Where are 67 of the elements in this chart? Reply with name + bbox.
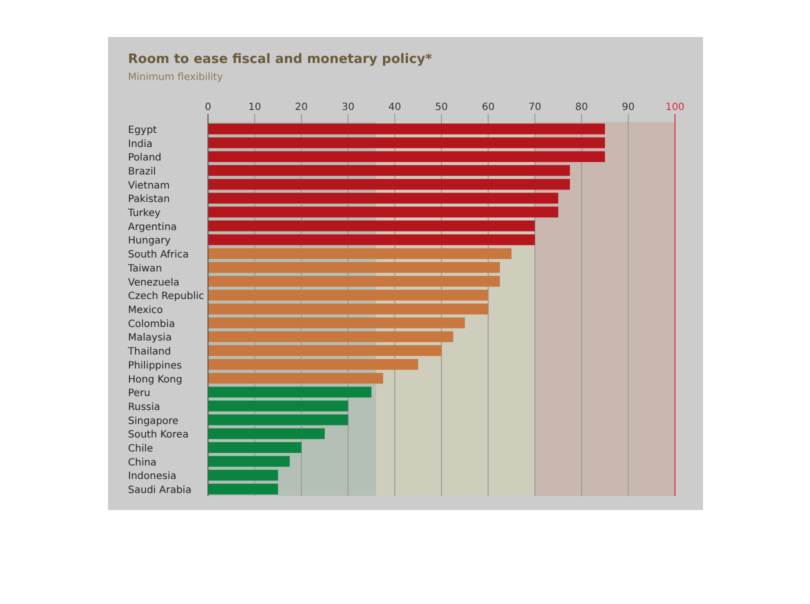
bar xyxy=(208,290,488,301)
y-tick-label: Russia xyxy=(128,402,160,413)
y-tick-label: South Korea xyxy=(128,430,189,441)
y-tick-label: Thailand xyxy=(127,346,171,358)
y-tick-label: Vietnam xyxy=(128,180,170,192)
y-tick-label: Singapore xyxy=(128,416,178,427)
bar xyxy=(208,414,348,426)
y-tick-label: Argentina xyxy=(128,222,177,233)
y-tick-label: India xyxy=(128,138,153,150)
y-tick-label: Philippines xyxy=(128,360,182,372)
bar xyxy=(208,178,570,190)
y-tick-label: Turkey xyxy=(127,208,161,220)
y-tick-label: Mexico xyxy=(128,305,163,316)
bar xyxy=(208,262,500,273)
x-tick-label: 30 xyxy=(342,102,354,113)
bar xyxy=(208,372,384,384)
bar xyxy=(208,400,348,412)
y-tick-label: Colombia xyxy=(128,318,175,330)
x-tick-label: 10 xyxy=(248,102,262,113)
bar xyxy=(208,165,570,176)
x-tick-label: 20 xyxy=(295,102,308,113)
y-tick-label: Hungary xyxy=(128,236,171,247)
x-tick-label: 80 xyxy=(575,102,588,113)
bar xyxy=(208,220,535,232)
y-tick-label: Pakistan xyxy=(128,194,170,206)
bar xyxy=(208,124,605,134)
bar xyxy=(208,345,442,356)
y-tick-label: Egypt xyxy=(128,124,157,136)
bar xyxy=(208,206,558,218)
chart-subtitle: Minimum flexibility xyxy=(128,72,224,83)
x-tick-label: 60 xyxy=(482,102,495,113)
bar xyxy=(208,276,500,287)
bar xyxy=(208,331,454,342)
y-tick-label: South Africa xyxy=(128,250,189,261)
bar xyxy=(208,317,465,328)
bar xyxy=(208,151,605,162)
x-tick-label: 0 xyxy=(204,102,212,113)
bar xyxy=(208,359,418,370)
y-tick-label: Poland xyxy=(128,152,162,164)
y-tick-label: Saudi Arabia xyxy=(128,485,192,496)
x-tick-label: 50 xyxy=(435,102,448,113)
y-tick-label: Venezuela xyxy=(128,277,180,288)
chart-title: Room to ease fiscal and monetary policy* xyxy=(128,52,432,67)
y-tick-label: Malaysia xyxy=(128,332,172,344)
bar xyxy=(208,428,325,440)
y-tick-label: Chile xyxy=(128,444,154,455)
y-tick-label: Czech Republic xyxy=(128,291,204,302)
y-tick-label: Indonesia xyxy=(128,471,176,482)
bar xyxy=(208,248,512,259)
y-tick-label: Peru xyxy=(128,388,150,400)
x-tick-label: 40 xyxy=(388,102,402,113)
x-tick-label: 90 xyxy=(622,102,635,113)
bar xyxy=(208,484,278,494)
x-tick-label: 70 xyxy=(528,102,542,113)
y-tick-label: Hong Kong xyxy=(128,374,182,386)
y-tick-label: Brazil xyxy=(128,166,156,178)
bar xyxy=(208,192,558,204)
bar xyxy=(208,456,290,467)
bar xyxy=(208,442,302,453)
bar xyxy=(208,470,278,481)
bar xyxy=(208,386,372,398)
y-tick-label: Taiwan xyxy=(127,263,162,274)
bar xyxy=(208,304,488,314)
x-tick-label: 100 xyxy=(665,102,685,113)
bar xyxy=(208,234,535,246)
bar xyxy=(208,137,605,148)
y-tick-label: China xyxy=(128,457,157,468)
